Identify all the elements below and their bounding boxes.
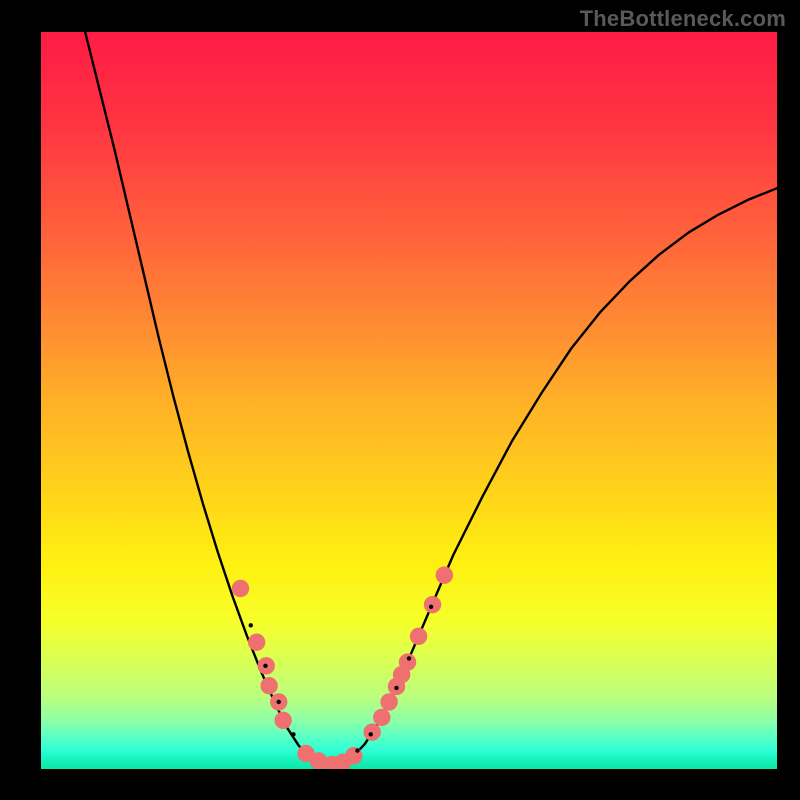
bottleneck-curve-chart <box>0 0 800 800</box>
watermark-text: TheBottleneck.com <box>580 6 786 32</box>
chart-container: { "watermark": { "text": "TheBottleneck.… <box>0 0 800 800</box>
